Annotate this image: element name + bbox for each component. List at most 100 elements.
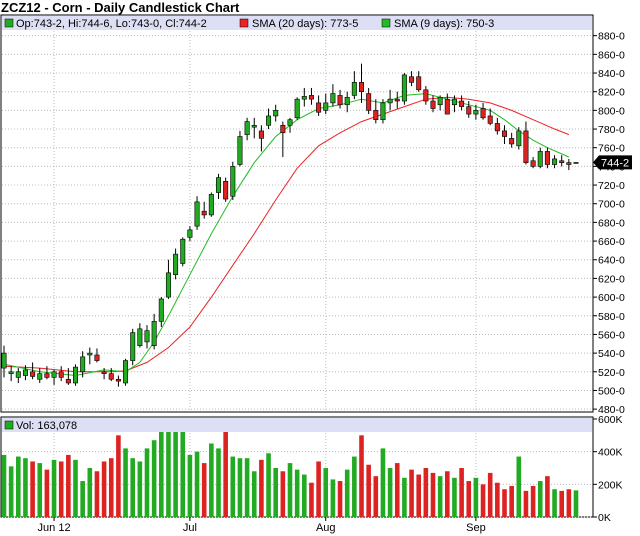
volume-bar <box>266 453 271 517</box>
volume-bar <box>116 435 121 517</box>
candle <box>573 161 579 164</box>
volume-bar <box>44 469 50 517</box>
candle <box>516 127 522 150</box>
candle <box>416 71 422 92</box>
candle <box>387 89 393 111</box>
price-tick-label: 840-0 <box>598 68 625 80</box>
volume-bar <box>194 451 200 517</box>
candle-body-down <box>316 102 322 113</box>
candle <box>287 117 293 133</box>
candle-body-up <box>552 158 558 165</box>
candle-body-down <box>280 124 286 134</box>
volume-bar <box>502 489 507 517</box>
price-tick-label: 600-0 <box>598 292 625 304</box>
candle <box>537 147 543 169</box>
candle-body-up <box>473 110 479 115</box>
candle-body-down <box>559 160 565 163</box>
time-tick-label: Sep <box>466 522 486 534</box>
volume-bar <box>8 466 14 517</box>
time-tick-label: Jun 12 <box>38 522 71 534</box>
volume-bar <box>80 481 85 517</box>
candle <box>87 347 93 365</box>
candle-body-down <box>101 371 107 374</box>
volume-bar <box>23 458 28 517</box>
candle <box>523 121 529 165</box>
volume-bar <box>209 443 214 517</box>
candle-body-down <box>373 110 379 120</box>
candle-body-down <box>530 160 536 167</box>
volume-bar <box>409 469 414 517</box>
candle-body-up <box>37 373 43 380</box>
price-tick-label: 580-0 <box>598 311 625 323</box>
volume-bar <box>101 461 107 517</box>
candle <box>437 95 443 111</box>
volume-bar <box>259 459 264 517</box>
volume-bars <box>1 419 579 517</box>
volume-bar <box>480 484 486 517</box>
candle <box>51 369 57 385</box>
volume-bar <box>545 476 550 517</box>
sma9-legend-text: SMA (9 days): 750-3 <box>394 18 494 30</box>
candle-body-down <box>480 108 486 119</box>
price-tick-label: 680-0 <box>598 217 625 229</box>
candle <box>380 99 386 124</box>
volume-bar <box>437 476 443 517</box>
volume-bar <box>487 472 493 517</box>
volume-bar <box>359 435 364 517</box>
candle <box>230 161 236 200</box>
candle <box>501 125 507 144</box>
volume-bar <box>87 468 93 517</box>
candle <box>373 99 379 124</box>
price-tick-label: 780-0 <box>598 124 625 136</box>
volume-legend-swatch <box>4 420 14 430</box>
candle-body-down <box>65 378 71 384</box>
candle-body-up <box>1 352 7 369</box>
volume-bar <box>130 458 135 517</box>
candle-body-up <box>87 352 93 356</box>
volume-bar <box>387 468 393 517</box>
sma9-legend-swatch <box>381 18 391 28</box>
candle <box>451 95 457 113</box>
candle-body-down <box>409 76 415 83</box>
candle <box>1 345 7 378</box>
candle-body-up <box>387 98 393 104</box>
price-tick-label: 700-0 <box>598 199 625 211</box>
volume-bar <box>151 440 157 517</box>
volume-bar <box>394 463 400 517</box>
candle-body-down <box>258 130 264 139</box>
candle-body-up <box>144 330 150 343</box>
volume-bar <box>330 479 336 517</box>
candle-body-up <box>165 272 171 298</box>
price-tick-label: 820-0 <box>598 87 625 99</box>
candle-body-up <box>401 74 407 102</box>
volume-bar <box>216 448 221 517</box>
candle-body-down <box>358 82 364 92</box>
candle <box>530 157 536 169</box>
volume-bar <box>108 458 114 517</box>
volume-bar <box>373 476 379 517</box>
volume-bar <box>337 481 343 517</box>
candle-body-down <box>544 151 550 165</box>
candle-body-up <box>187 229 193 238</box>
price-legend-bar <box>2 16 592 30</box>
volume-bar <box>495 482 500 517</box>
price-tick-label: 520-0 <box>598 367 625 379</box>
candle <box>201 201 207 219</box>
volume-bar <box>201 463 207 517</box>
volume-bar <box>73 459 78 517</box>
candle <box>22 365 28 381</box>
candle-body-up <box>123 360 129 384</box>
price-tick-label: 560-0 <box>598 329 625 341</box>
volume-bar <box>530 485 536 517</box>
candle <box>323 93 329 115</box>
volume-bar <box>144 448 150 517</box>
volume-bar <box>1 454 7 517</box>
volume-bar <box>244 458 250 517</box>
candle-body-up <box>237 136 243 165</box>
candle-body-up <box>158 298 164 322</box>
candle <box>237 130 243 167</box>
volume-legend-text: Vol: 163,078 <box>16 420 77 432</box>
price-panel <box>0 14 594 413</box>
candle <box>544 147 550 169</box>
